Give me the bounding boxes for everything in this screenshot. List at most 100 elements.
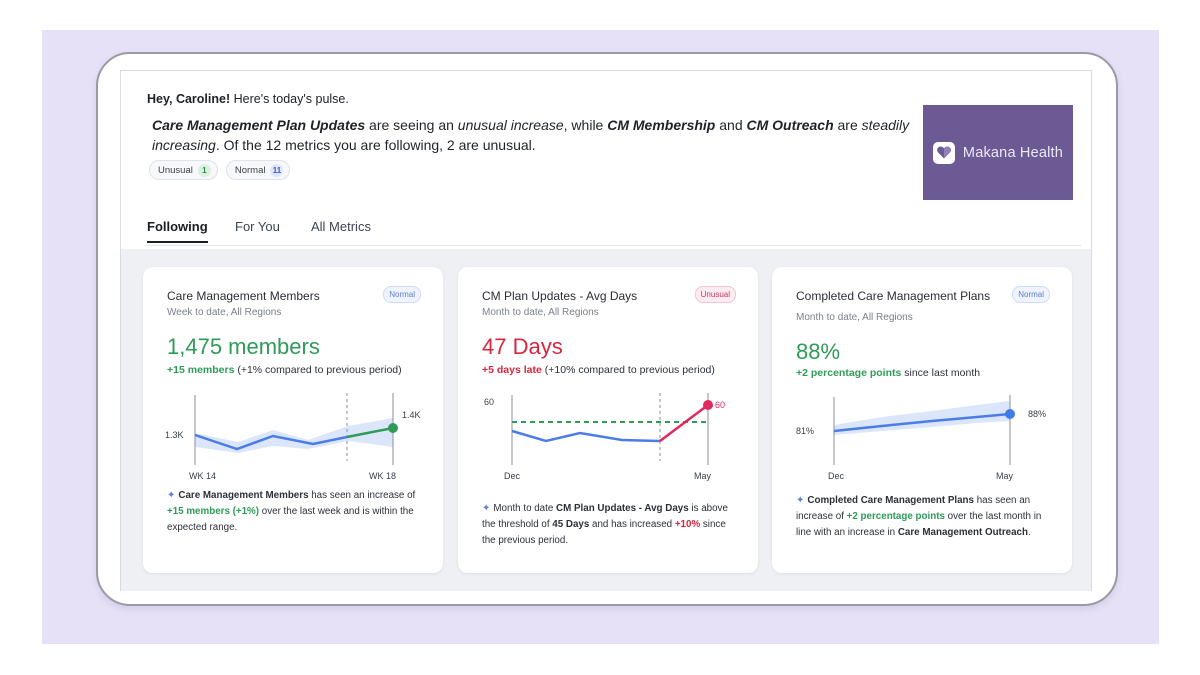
metric-card-care-management-members[interactable]: Care Management Members Week to date, Al…: [143, 267, 443, 573]
chip-unusual[interactable]: Unusual 1: [149, 160, 218, 180]
insight-copy: since the previous period.: [482, 519, 726, 546]
insight-copy: is above the threshold of: [482, 503, 728, 530]
delta-context: (+10% compared to previous period): [541, 364, 715, 376]
expected-range-band: [195, 418, 393, 453]
insight-text: ✦ Care Management Members has seen an inc…: [167, 488, 427, 536]
summary-text: , while: [563, 117, 608, 133]
end-value-label: 1.4K: [402, 410, 421, 420]
latest-point: [388, 423, 398, 433]
background-frame: Hey, Caroline! Here's today's pulse. Car…: [42, 30, 1159, 644]
metric-value: 1,475 members: [167, 334, 320, 359]
sparkle-icon: ✦: [796, 495, 805, 506]
insight-copy: has seen an increase of: [308, 490, 416, 501]
trend-chart: 81% 88% Dec May: [796, 395, 1046, 481]
summary-unusual-phrase: unusual increase: [457, 117, 564, 133]
insight-text: ✦ Completed Care Management Plans has see…: [796, 493, 1056, 541]
chip-label: Normal: [234, 164, 266, 176]
device-frame: Hey, Caroline! Here's today's pulse. Car…: [96, 52, 1118, 606]
summary-steady-phrase: steadily increasing: [152, 117, 910, 153]
card-title: Care Management Members: [167, 289, 320, 303]
insight-threshold: 45 Days: [552, 519, 590, 530]
tab-for-you[interactable]: For You: [235, 219, 280, 234]
heart-icon: [932, 141, 955, 164]
insight-copy: over the last week and is within the exp…: [167, 506, 414, 533]
brand-logo: Makana Health: [923, 105, 1073, 200]
greeting-name: Hey, Caroline!: [147, 92, 231, 106]
tab-all-metrics[interactable]: All Metrics: [311, 219, 371, 234]
chip-normal[interactable]: Normal 11: [225, 160, 291, 180]
status-badge: Normal: [1012, 286, 1050, 303]
insight-copy: over the last month in line with an incr…: [796, 511, 1042, 538]
status-filter-chips: Unusual 1 Normal 11: [149, 160, 291, 180]
insight-copy: Month to date: [493, 503, 557, 514]
insight-metric: CM Plan Updates - Avg Days: [556, 503, 689, 514]
insight-metric: Care Management Outreach: [897, 527, 1028, 538]
x-tick-start: Dec: [828, 471, 845, 481]
card-subtitle: Month to date, All Regions: [482, 307, 599, 318]
delta-amount: +5 days late: [482, 364, 542, 376]
app-screen: Hey, Caroline! Here's today's pulse. Car…: [120, 70, 1092, 591]
metric-value: 47 Days: [482, 334, 563, 359]
summary-metric-membership: CM Membership: [607, 117, 716, 133]
insight-copy: .: [1027, 527, 1031, 538]
y-tick-label: 81%: [796, 426, 814, 436]
tab-following[interactable]: Following: [147, 219, 208, 243]
pulse-summary: Care Management Plan Updates are seeing …: [152, 115, 912, 155]
summary-text: are: [833, 117, 862, 133]
insight-highlight: +2 percentage points: [846, 511, 945, 522]
sparkle-icon: ✦: [482, 503, 491, 514]
card-title: CM Plan Updates - Avg Days: [482, 289, 638, 303]
expected-range-band: [834, 401, 1010, 435]
chip-label: Unusual: [158, 164, 193, 176]
summary-metric-plan-updates: Care Management Plan Updates: [152, 117, 366, 133]
card-subtitle: Week to date, All Regions: [167, 307, 282, 318]
insight-highlight: +10%: [674, 519, 701, 530]
metric-delta: +15 members (+1% compared to previous pe…: [167, 364, 402, 376]
chip-count: 1: [197, 163, 211, 177]
end-value-label: 88%: [1028, 409, 1046, 419]
greeting-text: Here's today's pulse.: [230, 92, 349, 106]
metric-delta: +5 days late (+10% compared to previous …: [482, 364, 715, 376]
delta-amount: +2 percentage points: [796, 367, 902, 379]
y-tick-label: 1.3K: [165, 430, 184, 440]
series-line: [833, 412, 1011, 433]
latest-point: [703, 400, 713, 410]
summary-text: and: [715, 117, 747, 133]
status-badge: Unusual: [694, 286, 736, 303]
card-subtitle: Month to date, All Regions: [796, 312, 913, 323]
series-line-current: [659, 404, 709, 442]
y-tick-label: 60: [484, 397, 494, 407]
x-tick-end: May: [694, 471, 712, 481]
delta-context: since last month: [901, 367, 981, 379]
insight-copy: has seen an increase of: [796, 495, 1031, 522]
metric-delta: +2 percentage points since last month: [796, 367, 980, 379]
summary-metric-outreach: CM Outreach: [746, 117, 834, 133]
sparkle-icon: ✦: [167, 490, 176, 501]
metric-cards-panel: Care Management Members Week to date, Al…: [121, 249, 1091, 591]
insight-highlight: +15 members (+1%): [167, 506, 260, 517]
x-tick-start: Dec: [504, 471, 521, 481]
x-tick-start: WK 14: [189, 471, 216, 481]
insight-metric: Care Management Members: [178, 490, 309, 501]
insight-copy: and has increased: [589, 519, 675, 530]
x-tick-end: WK 18: [369, 471, 396, 481]
metric-tabs: Following For You All Metrics: [147, 217, 1081, 246]
latest-point: [1005, 409, 1015, 419]
chip-count: 11: [270, 163, 284, 177]
metric-card-completed-plans[interactable]: Completed Care Management Plans Month to…: [772, 267, 1072, 573]
insight-metric: Completed Care Management Plans: [807, 495, 974, 506]
trend-chart: 60 60 Dec May: [484, 393, 725, 481]
trend-chart: 1.3K 1.4K WK 14 WK 18: [165, 393, 421, 481]
metric-value: 88%: [796, 339, 841, 364]
insight-text: ✦ Month to date CM Plan Updates - Avg Day…: [482, 501, 742, 549]
delta-context: (+1% compared to previous period): [234, 364, 402, 376]
series-line: [194, 433, 348, 451]
series-line-current: [346, 426, 394, 439]
x-tick-end: May: [996, 471, 1014, 481]
end-value-label: 60: [715, 400, 725, 410]
status-badge: Normal: [383, 286, 421, 303]
summary-text: are seeing an: [365, 117, 458, 133]
delta-amount: +15 members: [167, 364, 235, 376]
card-title: Completed Care Management Plans: [796, 289, 991, 303]
metric-card-cm-plan-updates[interactable]: CM Plan Updates - Avg Days Month to date…: [458, 267, 758, 573]
